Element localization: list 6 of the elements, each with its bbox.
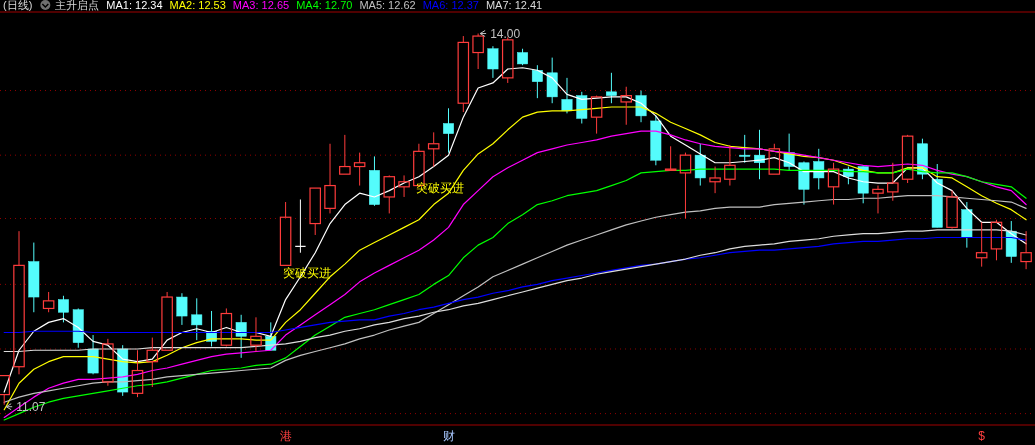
annotation: 14.00 <box>490 26 521 41</box>
annotation: 港 <box>279 429 292 443</box>
subtitle: 主升启点 <box>55 0 100 11</box>
annotation: 财 <box>442 429 455 443</box>
title: (日线) <box>3 0 33 11</box>
annotation: $ <box>978 429 985 443</box>
